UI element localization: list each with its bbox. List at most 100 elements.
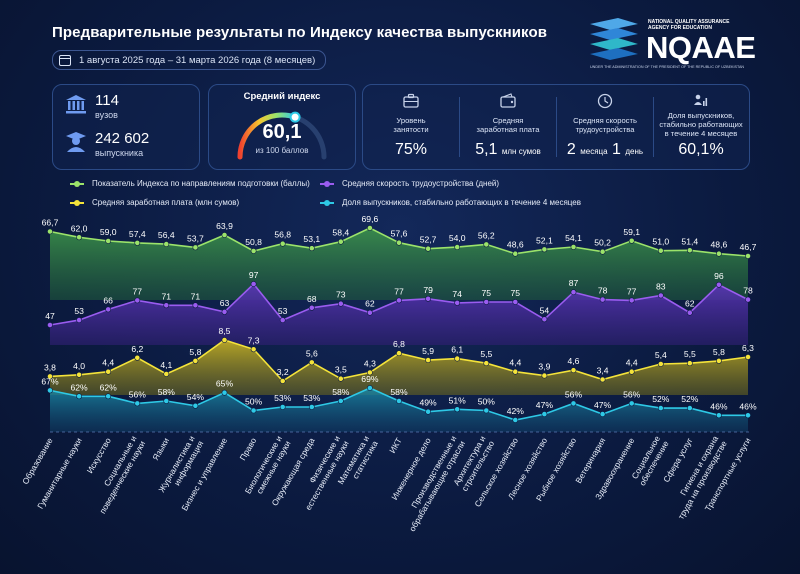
x-tick-label-7: Право — [237, 436, 258, 462]
date-range-badge: 1 августа 2025 года – 31 марта 2026 года… — [52, 50, 327, 70]
label-speed-13: 79 — [423, 285, 433, 295]
point-speed-0 — [47, 322, 53, 328]
legend-salary: Средняя заработная плата (млн сумов) — [70, 198, 239, 207]
point-salary-10 — [337, 375, 344, 382]
label-speed-11: 62 — [365, 299, 375, 309]
point-index-12 — [396, 239, 402, 246]
label-index-12: 57,6 — [391, 229, 408, 239]
label-speed-14: 74 — [452, 289, 462, 299]
point-stable-8 — [279, 404, 286, 410]
label-speed-17: 54 — [540, 305, 550, 315]
label-salary-17: 3,9 — [538, 362, 550, 372]
legend-speed-swatch — [320, 180, 334, 187]
briefcase-icon — [403, 93, 419, 108]
point-index-13 — [425, 245, 431, 252]
label-index-21: 51,0 — [652, 237, 669, 247]
label-stable-1: 62% — [70, 382, 88, 392]
point-speed-5 — [192, 302, 199, 309]
point-speed-13 — [425, 295, 431, 302]
point-salary-2 — [105, 368, 112, 375]
point-salary-3 — [134, 354, 141, 361]
label-speed-21: 83 — [656, 282, 666, 292]
point-stable-19 — [599, 411, 606, 417]
label-index-2: 59,0 — [100, 227, 117, 237]
point-index-22 — [686, 247, 693, 254]
label-stable-21: 52% — [652, 394, 670, 404]
point-speed-6 — [221, 308, 228, 315]
label-salary-20: 4,4 — [626, 358, 638, 368]
point-index-18 — [570, 244, 577, 250]
label-stable-14: 51% — [449, 395, 467, 405]
label-salary-4: 4,1 — [160, 360, 172, 370]
point-stable-5 — [192, 402, 199, 409]
label-speed-8: 53 — [278, 306, 288, 316]
point-stable-15 — [483, 407, 490, 414]
point-salary-19 — [599, 376, 606, 383]
label-stable-12: 58% — [390, 387, 408, 397]
label-salary-18: 4,6 — [568, 356, 580, 366]
label-speed-3: 77 — [133, 286, 143, 296]
point-stable-9 — [308, 404, 315, 410]
label-index-1: 62,0 — [71, 223, 88, 233]
graduates-label: выпускника — [95, 148, 144, 158]
label-salary-11: 4,3 — [364, 359, 376, 369]
point-salary-6 — [221, 337, 228, 343]
label-index-4: 56,4 — [158, 230, 175, 240]
point-stable-0 — [47, 387, 53, 394]
label-index-16: 48,6 — [507, 240, 524, 250]
label-speed-2: 66 — [103, 295, 113, 305]
legend-salary-swatch — [70, 199, 84, 206]
kpi-employment: Уровень занятости 75% — [363, 85, 459, 169]
point-index-17 — [541, 246, 548, 253]
point-index-6 — [221, 232, 228, 238]
label-index-19: 50,2 — [594, 238, 611, 248]
index-sub: из 100 баллов — [255, 146, 309, 155]
label-salary-3: 6,2 — [131, 344, 143, 354]
label-salary-14: 6,1 — [451, 345, 463, 355]
label-index-0: 66,7 — [42, 218, 59, 228]
label-salary-19: 3,4 — [597, 366, 609, 376]
point-salary-21 — [657, 361, 664, 367]
logo-agency: NATIONAL QUALITY ASSURANCE AGENCY FOR EDU… — [648, 19, 730, 31]
label-salary-16: 4,4 — [509, 358, 521, 368]
label-speed-18: 87 — [569, 278, 579, 288]
point-index-3 — [134, 239, 141, 246]
point-speed-7 — [250, 281, 257, 287]
point-salary-12 — [396, 350, 402, 357]
area-speed — [50, 284, 748, 345]
point-index-0 — [47, 228, 53, 235]
point-salary-18 — [570, 367, 577, 374]
area-salary — [50, 340, 748, 395]
point-index-14 — [454, 244, 461, 250]
point-salary-13 — [425, 357, 431, 363]
label-speed-19: 78 — [598, 286, 608, 296]
point-salary-5 — [192, 357, 199, 364]
label-stable-2: 62% — [100, 382, 118, 392]
point-salary-1 — [76, 371, 82, 378]
kpi-stable: Доля выпускников, стабильно работающих в т… — [653, 85, 749, 169]
label-stable-0: 67% — [41, 376, 59, 386]
label-stable-19: 47% — [594, 400, 612, 410]
point-salary-7 — [250, 346, 257, 353]
point-index-8 — [279, 240, 286, 247]
label-speed-24: 78 — [743, 286, 753, 296]
label-salary-10: 3,5 — [335, 365, 347, 375]
x-tick-label-4: Языки — [150, 436, 171, 462]
point-index-4 — [163, 241, 170, 247]
point-salary-17 — [541, 372, 548, 379]
label-stable-10: 58% — [332, 387, 350, 397]
point-salary-23 — [716, 357, 722, 364]
label-index-7: 50,8 — [245, 237, 262, 247]
label-salary-6: 8,5 — [219, 326, 231, 336]
label-salary-24: 6,3 — [742, 343, 754, 353]
label-index-20: 59,1 — [623, 227, 640, 237]
point-index-19 — [599, 248, 606, 255]
label-stable-5: 54% — [187, 392, 205, 402]
label-index-17: 52,1 — [536, 235, 553, 245]
label-index-3: 57,4 — [129, 229, 146, 239]
x-tick-label-19: Ветеринария — [573, 436, 607, 485]
point-index-11 — [366, 225, 373, 231]
label-speed-9: 68 — [307, 294, 317, 304]
legend-index-swatch — [70, 180, 84, 187]
legend-index: Показатель Индекса по направлениям подго… — [70, 179, 310, 188]
